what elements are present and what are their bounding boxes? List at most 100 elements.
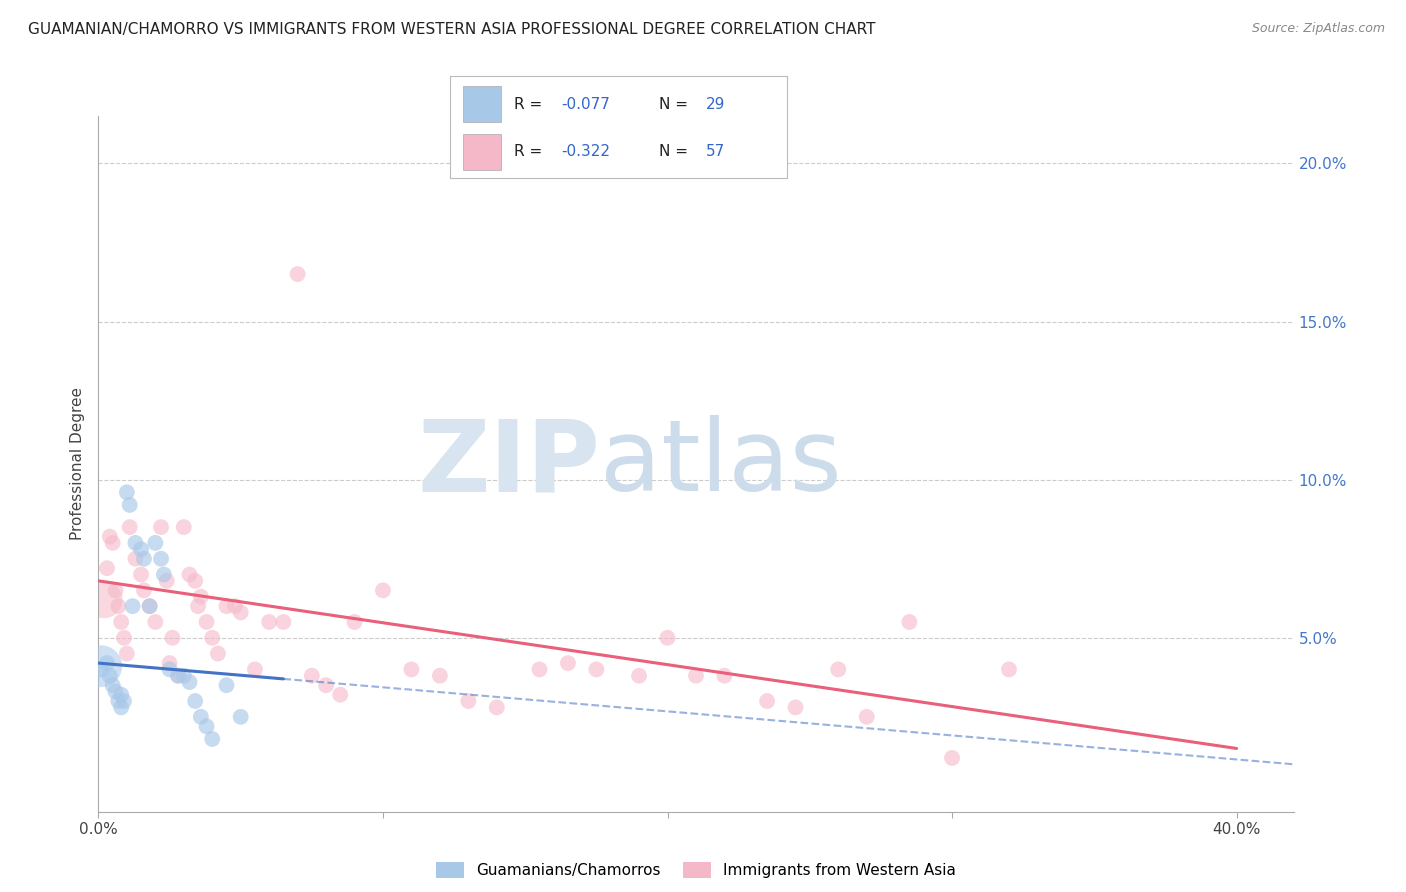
Point [184, 574, 207, 588]
Y-axis label: Professional Degree: Professional Degree [70, 387, 86, 541]
Point [101, 536, 124, 550]
Point [98, 669, 121, 683]
Point [143, 615, 166, 629]
Point [173, 669, 195, 683]
Point [129, 567, 152, 582]
Text: N =: N = [659, 97, 693, 112]
Point [756, 694, 779, 708]
Point [224, 599, 246, 614]
Text: ZIP: ZIP [418, 416, 600, 512]
Point [371, 583, 394, 598]
Point [401, 662, 423, 676]
FancyBboxPatch shape [464, 135, 501, 170]
Point [429, 669, 451, 683]
Point [257, 615, 280, 629]
Point [998, 662, 1021, 676]
Text: R =: R = [515, 145, 547, 160]
Point [827, 662, 849, 676]
Point [898, 615, 921, 629]
Point [96, 561, 118, 575]
Text: -0.077: -0.077 [561, 97, 610, 112]
Point [167, 669, 190, 683]
Point [195, 719, 218, 733]
Point [90, 659, 112, 673]
Point [215, 678, 238, 692]
Point [112, 631, 135, 645]
Point [585, 662, 607, 676]
Point [657, 631, 679, 645]
Point [457, 694, 479, 708]
Point [110, 700, 132, 714]
Point [143, 536, 166, 550]
Point [138, 599, 160, 614]
Point [184, 694, 207, 708]
Point [195, 615, 218, 629]
Point [124, 536, 146, 550]
Point [124, 551, 146, 566]
Point [229, 710, 252, 724]
Point [110, 688, 132, 702]
Point [329, 688, 352, 702]
Point [162, 631, 184, 645]
Point [855, 710, 877, 724]
Point [104, 684, 127, 698]
Point [167, 669, 190, 683]
Point [179, 675, 201, 690]
Point [110, 615, 132, 629]
Point [90, 662, 112, 676]
Point [785, 700, 807, 714]
Point [941, 751, 963, 765]
Point [159, 662, 181, 676]
Point [115, 485, 138, 500]
Point [315, 678, 337, 692]
Point [229, 606, 252, 620]
Point [150, 551, 173, 566]
Point [201, 731, 224, 746]
Point [529, 662, 551, 676]
Point [301, 669, 323, 683]
Point [287, 267, 309, 281]
Point [190, 590, 212, 604]
Point [129, 542, 152, 557]
Point [107, 694, 129, 708]
Point [207, 647, 229, 661]
Point [96, 656, 118, 670]
Point [156, 574, 179, 588]
Point [273, 615, 295, 629]
Point [118, 520, 141, 534]
Point [557, 656, 579, 670]
Point [215, 599, 238, 614]
Point [138, 599, 160, 614]
Point [118, 498, 141, 512]
Point [179, 567, 201, 582]
Point [150, 520, 173, 534]
Text: 57: 57 [706, 145, 725, 160]
Point [98, 530, 121, 544]
Point [713, 669, 735, 683]
Point [159, 656, 181, 670]
Legend: Guamanians/Chamorros, Immigrants from Western Asia: Guamanians/Chamorros, Immigrants from We… [430, 856, 962, 884]
Text: R =: R = [515, 97, 547, 112]
Point [190, 710, 212, 724]
Text: -0.322: -0.322 [561, 145, 610, 160]
Point [628, 669, 651, 683]
Text: Source: ZipAtlas.com: Source: ZipAtlas.com [1251, 22, 1385, 36]
Point [243, 662, 266, 676]
Point [485, 700, 508, 714]
Point [104, 583, 127, 598]
Point [187, 599, 209, 614]
Text: 29: 29 [706, 97, 725, 112]
Point [685, 669, 707, 683]
FancyBboxPatch shape [464, 87, 501, 122]
Point [93, 592, 115, 607]
Point [343, 615, 366, 629]
Point [107, 599, 129, 614]
Point [121, 599, 143, 614]
Text: N =: N = [659, 145, 693, 160]
Point [173, 520, 195, 534]
Point [201, 631, 224, 645]
Point [101, 678, 124, 692]
Point [112, 694, 135, 708]
Point [153, 567, 176, 582]
Text: atlas: atlas [600, 416, 842, 512]
